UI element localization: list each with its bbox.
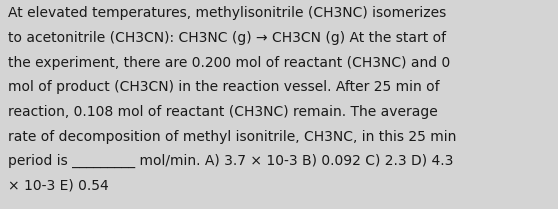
Text: to acetonitrile (CH3CN): CH3NC (g) → CH3CN (g) At the start of: to acetonitrile (CH3CN): CH3NC (g) → CH3… [8,31,446,45]
Text: × 10-3 E) 0.54: × 10-3 E) 0.54 [8,179,109,193]
Text: period is _________ mol/min. A) 3.7 × 10-3 B) 0.092 C) 2.3 D) 4.3: period is _________ mol/min. A) 3.7 × 10… [8,154,454,168]
Text: the experiment, there are 0.200 mol of reactant (CH3NC) and 0: the experiment, there are 0.200 mol of r… [8,56,451,70]
Text: reaction, 0.108 mol of reactant (CH3NC) remain. The average: reaction, 0.108 mol of reactant (CH3NC) … [8,105,438,119]
Text: At elevated temperatures, methylisonitrile (CH3NC) isomerizes: At elevated temperatures, methylisonitri… [8,6,446,20]
Text: rate of decomposition of methyl isonitrile, CH3NC, in this 25 min: rate of decomposition of methyl isonitri… [8,130,457,144]
Text: mol of product (CH3CN) in the reaction vessel. After 25 min of: mol of product (CH3CN) in the reaction v… [8,80,440,94]
